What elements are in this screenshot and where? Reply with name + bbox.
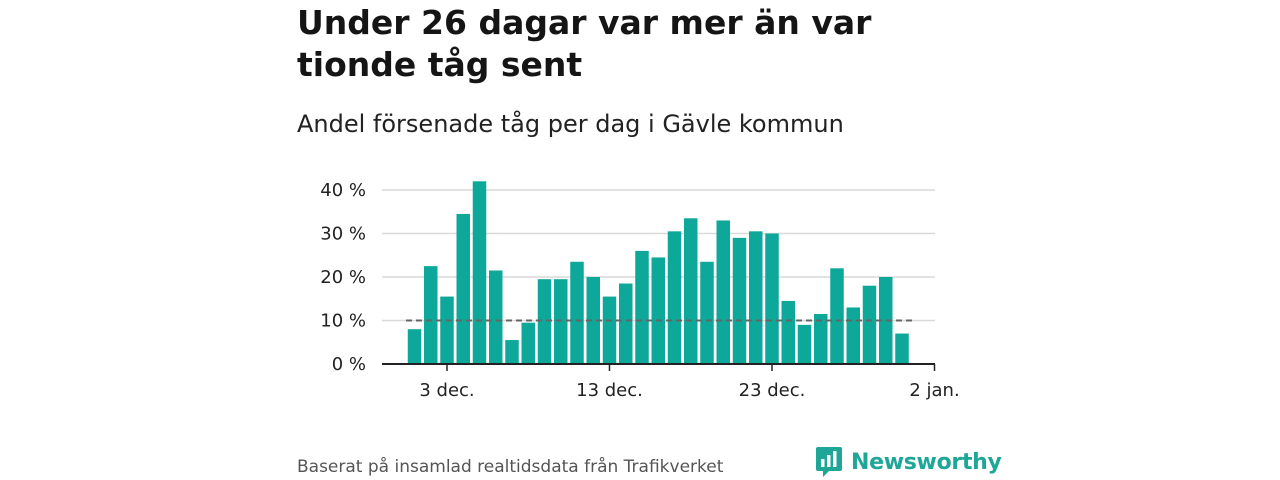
x-tick-label: 13 dec. (576, 380, 643, 401)
bar (489, 270, 503, 364)
y-tick-label: 0 % (332, 354, 366, 375)
bar (537, 279, 552, 364)
bar (684, 218, 698, 364)
bar (797, 324, 812, 364)
chart-title: Under 26 dagar var mer än var tionde tåg… (297, 3, 872, 84)
bar (781, 300, 795, 364)
bar (651, 257, 665, 364)
bar (570, 261, 584, 364)
y-axis-labels: 0 % 10 % 20 % 30 % 40 % (320, 180, 366, 375)
bar-chart: 0 % 10 % 20 % 30 % 40 % 3 dec. 13 dec. 23 dec.… (320, 180, 960, 401)
bar (749, 231, 763, 364)
x-tick-label: 23 dec. (739, 380, 806, 401)
bar (700, 261, 714, 364)
bar (440, 296, 454, 364)
bar (895, 333, 909, 364)
bar (765, 233, 779, 364)
bar (586, 277, 600, 364)
y-tick-label: 20 % (320, 267, 366, 288)
y-tick-label: 40 % (320, 180, 366, 201)
y-tick-label: 10 % (320, 311, 366, 332)
chart-subtitle: Andel försenade tåg per dag i Gävle komm… (297, 110, 844, 138)
x-axis: 3 dec. 13 dec. 23 dec. 2 jan. (382, 363, 960, 401)
bar (456, 213, 470, 364)
bar (830, 268, 844, 364)
bar (846, 307, 860, 364)
bar (505, 340, 519, 364)
bar (619, 283, 633, 364)
bar (407, 329, 422, 364)
newsworthy-logo-icon (816, 447, 842, 477)
brand-name: Newsworthy (851, 449, 1002, 475)
bar (862, 285, 877, 364)
bar (602, 296, 617, 364)
bar (521, 322, 535, 364)
source-note: Baserat på insamlad realtidsdata från Tr… (297, 457, 724, 477)
bar (667, 231, 682, 364)
bar (879, 277, 893, 364)
bar (732, 237, 747, 364)
bar (635, 250, 649, 364)
bars (407, 181, 909, 365)
x-tick-label: 2 jan. (909, 380, 959, 401)
brand-logo: Newsworthy (815, 446, 1002, 478)
x-tick-label: 3 dec. (419, 380, 474, 401)
bar (814, 313, 828, 364)
bar (554, 279, 568, 364)
y-tick-label: 30 % (320, 224, 366, 245)
bar (424, 266, 438, 365)
bar (472, 181, 487, 364)
bar (716, 220, 730, 364)
